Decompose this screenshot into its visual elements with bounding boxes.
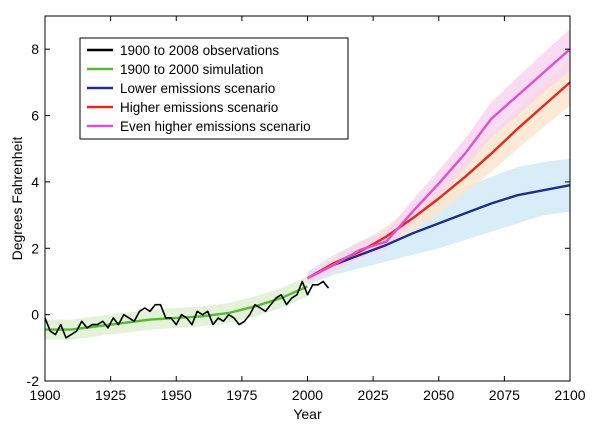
y-axis-title: Degrees Fahrenheit [9,137,25,261]
series-line-low [306,184,571,280]
x-tick-label: 2025 [358,387,389,403]
series-line-even [306,48,571,280]
legend-label-high: Higher emissions scenario [120,100,278,115]
x-tick-label: 1950 [161,387,192,403]
y-tick-label: 6 [31,108,39,124]
x-tick-label: 2050 [423,387,454,403]
band-even [307,29,570,284]
y-tick-label: 8 [31,41,39,57]
axis-ticks: 1900 1925 1950 1975 2000 2025 2050 2075 2100 -2 0 2… [27,16,586,403]
series-line-obs [44,280,330,339]
x-tick-label: 2000 [292,387,323,403]
legend-box [79,37,349,140]
x-tick-label: 1900 [29,387,60,403]
legend-label-low: Lower emissions scenario [120,81,275,96]
y-tick-label: 0 [31,307,39,323]
x-tick-label: 2075 [489,387,520,403]
legend-label-sim: 1900 to 2000 simulation [120,62,263,77]
x-tick-label: 1925 [95,387,126,403]
x-axis-title: Year [293,406,322,422]
y-tick-label: 2 [31,240,39,256]
legend-label-obs: 1900 to 2008 observations [120,43,279,58]
y-tick-label: -2 [27,373,40,389]
series-lines [44,48,571,339]
legend: 1900 to 2008 observations 1900 to 2000 si… [79,37,349,140]
x-tick-label: 1975 [226,387,257,403]
x-tick-label: 2100 [554,387,585,403]
legend-label-even: Even higher emissions scenario [120,119,311,134]
y-tick-label: 4 [31,174,39,190]
